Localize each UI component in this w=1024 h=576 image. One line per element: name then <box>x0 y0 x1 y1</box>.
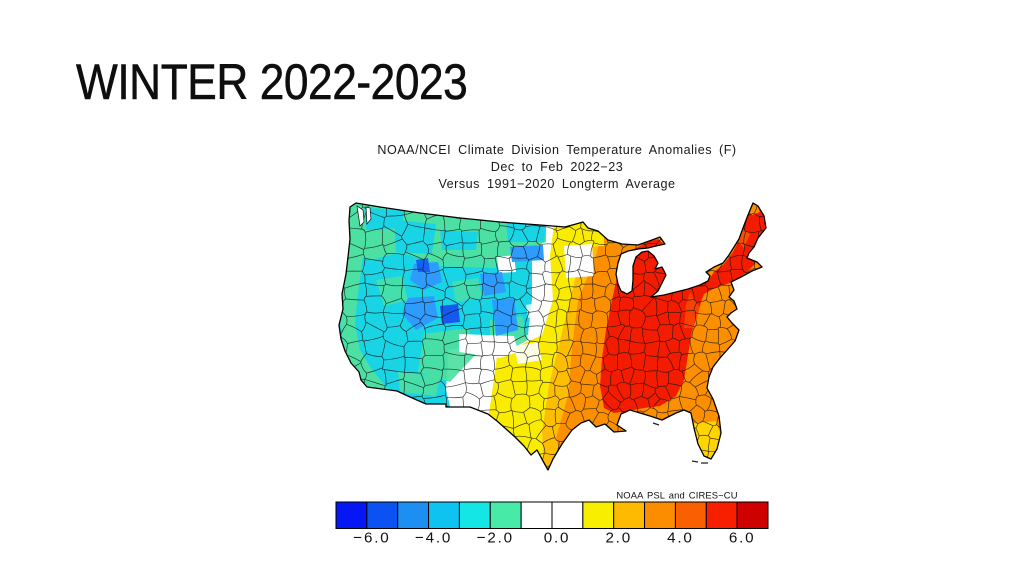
svg-text:2.0: 2.0 <box>605 530 632 547</box>
svg-text:0.0: 0.0 <box>544 530 571 547</box>
svg-text:Dec to Feb 2022−23: Dec to Feb 2022−23 <box>491 160 623 174</box>
svg-text:−6.0: −6.0 <box>353 530 390 547</box>
svg-text:Versus 1991−2020 Longterm Aver: Versus 1991−2020 Longterm Average <box>438 177 675 191</box>
svg-text:NOAA/NCEI Climate Division Tem: NOAA/NCEI Climate Division Temperature A… <box>377 143 736 157</box>
svg-text:−4.0: −4.0 <box>415 530 452 547</box>
svg-text:4.0: 4.0 <box>667 530 694 547</box>
svg-text:−2.0: −2.0 <box>477 530 514 547</box>
svg-text:6.0: 6.0 <box>729 530 756 547</box>
svg-text:NOAA PSL and CIRES−CU: NOAA PSL and CIRES−CU <box>616 490 737 501</box>
